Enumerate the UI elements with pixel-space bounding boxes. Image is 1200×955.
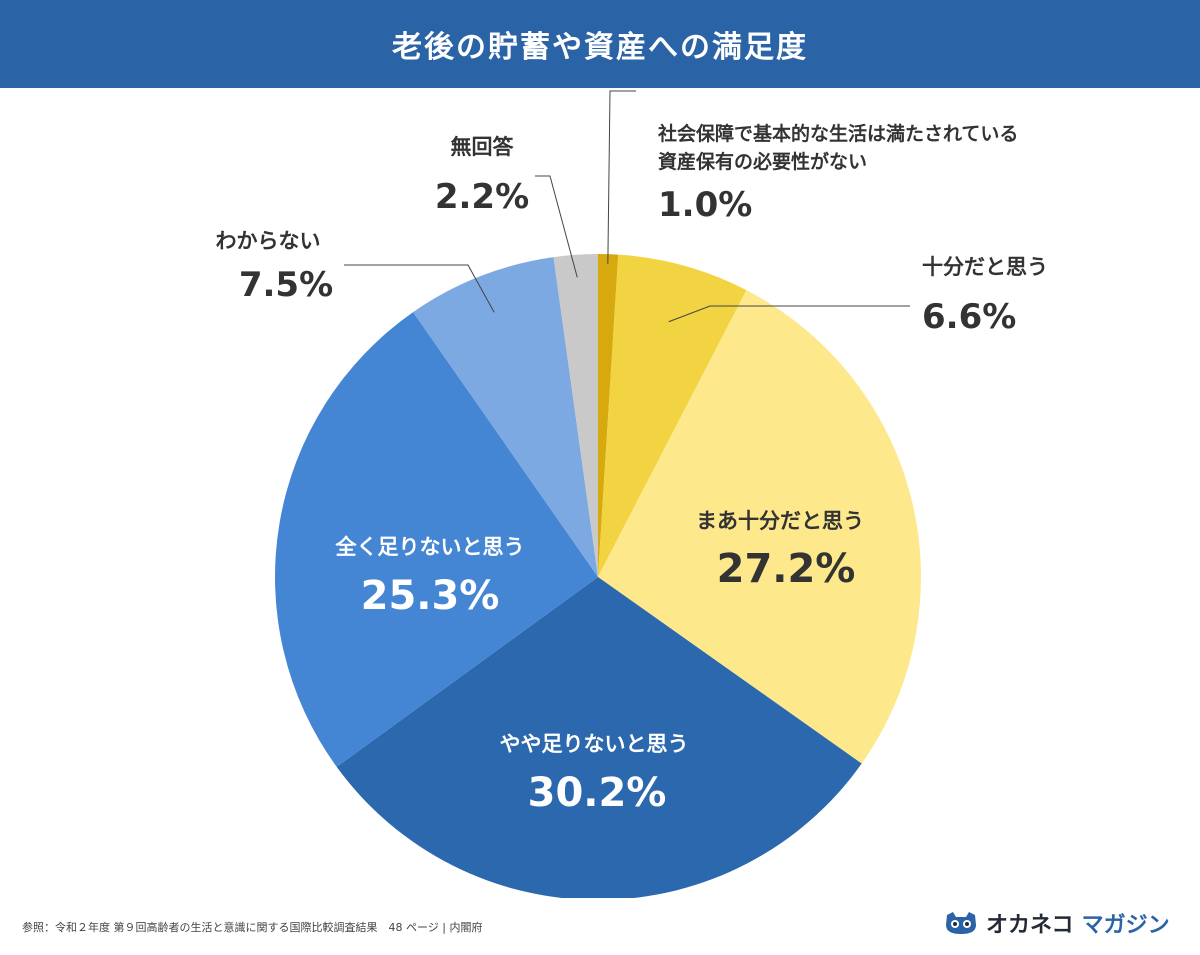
brand-logo[interactable]: オカネコ マガジン [944,905,1170,941]
leader-line-6 [535,175,578,278]
pie-slice-1 [598,254,747,577]
slice-label-5: わからない [216,229,321,253]
header-bar: 老後の貯蓄や資産への満足度 [0,0,1200,88]
slice-value-6: 2.2% [435,177,529,217]
pie-slice-6 [553,254,598,577]
chart-title: 老後の貯蓄や資産への満足度 [392,30,808,65]
leader-line-0 [607,90,636,264]
slice-value-3: 30.2% [528,770,667,816]
pie-slice-4 [275,312,598,767]
slice-value-4: 25.3% [361,573,500,619]
source-note: 参照：令和２年度 第９回高齢者の生活と意識に関する国際比較調査結果 48 ページ… [22,921,483,934]
slice-value-0: 1.0% [658,185,752,225]
leader-line-5 [344,264,495,313]
brand-name-part1: オカネコ [986,913,1074,938]
slice-value-1: 6.6% [922,297,1016,337]
slice-label-0-line2: 資産保有の必要性がない [658,150,867,173]
pie-slice-2 [598,290,921,764]
pie-slice-0 [598,254,619,577]
leader-line-1 [668,305,910,323]
slice-value-2: 27.2% [717,546,856,592]
brand-name-part2: マガジン [1081,913,1170,938]
pie-slice-3 [336,577,862,898]
slice-label-1: 十分だと思う [922,255,1048,279]
slice-label-0: 社会保障で基本的な生活は満たされている [657,122,1018,145]
slice-label-6: 無回答 [451,135,515,159]
cat-face-icon [946,912,976,934]
slice-label-3: やや足りないと思う [500,732,689,756]
slice-label-4: 全く足りないと思う [335,535,525,559]
slice-value-5: 7.5% [239,265,333,305]
slice-label-2: まあ十分だと思う [696,509,864,533]
pie-slice-5 [413,257,598,577]
